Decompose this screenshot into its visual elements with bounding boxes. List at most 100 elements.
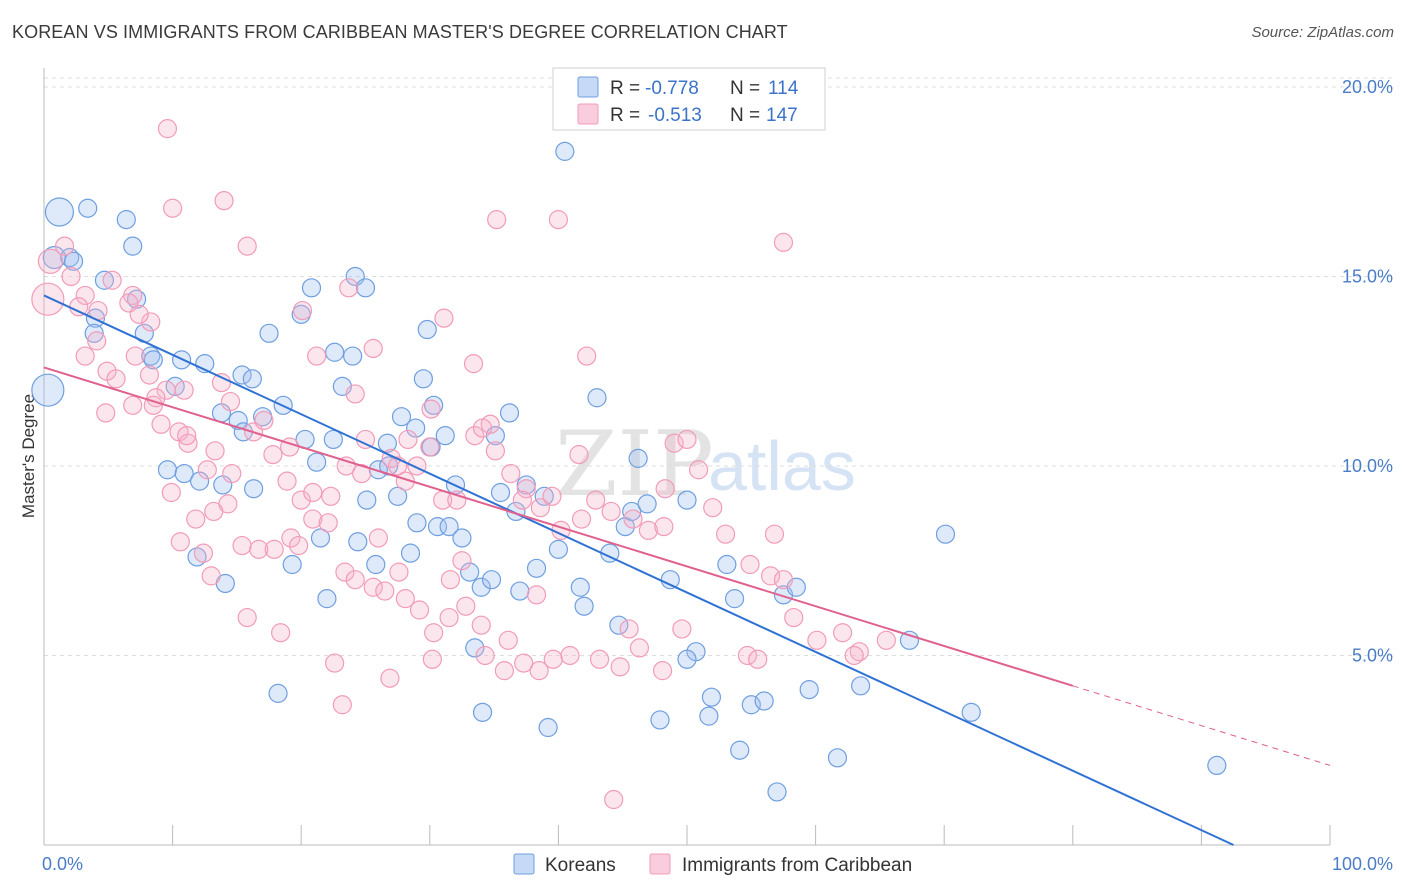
point-0-42	[310, 528, 331, 548]
point-1-48	[465, 426, 485, 446]
point-0-97	[555, 141, 575, 161]
point-0-48	[413, 369, 433, 389]
point-1-139	[610, 657, 630, 677]
point-0-19	[242, 369, 262, 389]
point-1-110	[389, 562, 409, 582]
legend-n-label-1: N =	[730, 105, 760, 126]
point-1-137	[452, 551, 472, 571]
point-0-79	[650, 710, 670, 730]
point-0-54	[427, 517, 448, 537]
point-1-61	[654, 517, 674, 537]
chart-source: Source: ZipAtlas.com	[1251, 24, 1394, 41]
point-1-60	[638, 520, 659, 541]
point-1-52	[516, 479, 536, 499]
point-0-101	[526, 558, 547, 578]
point-1-150	[629, 638, 650, 658]
point-1-115	[471, 615, 491, 635]
point-0-18	[232, 365, 252, 385]
point-1-141	[472, 418, 493, 438]
point-0-32	[343, 346, 363, 366]
point-1-71	[807, 630, 827, 650]
point-1-121	[589, 649, 610, 669]
point-1-117	[514, 653, 534, 673]
point-1-26	[211, 372, 232, 393]
x-tick-labels: 0.0% 100.0%	[42, 854, 1393, 874]
point-0-83	[724, 589, 745, 609]
point-1-111	[409, 600, 430, 620]
point-1-101	[264, 539, 284, 559]
point-1-10	[102, 270, 122, 290]
point-0-41	[282, 554, 302, 575]
point-1-23	[178, 433, 198, 453]
bottom-legend-caribbean: Immigrants from Caribbean	[682, 855, 912, 876]
point-1-45	[421, 399, 441, 419]
point-1-123	[652, 661, 673, 681]
legend-r-value-0: -0.778	[645, 78, 699, 99]
point-1-95	[161, 482, 181, 503]
legend-n-value-0: 114	[768, 78, 799, 99]
point-1-114	[456, 596, 476, 616]
point-1-39	[363, 338, 383, 359]
point-1-3	[61, 266, 81, 287]
point-0-99	[472, 702, 493, 722]
point-1-4	[75, 285, 95, 306]
point-1-142	[569, 445, 589, 465]
point-1-147	[355, 429, 376, 450]
point-0-60	[481, 570, 502, 590]
point-1-13	[141, 312, 161, 332]
point-0-63	[510, 581, 530, 601]
point-1-35	[321, 486, 341, 506]
y-tick-label-1: 10.0%	[1342, 456, 1393, 476]
point-1-25	[220, 391, 241, 412]
point-1-118	[529, 661, 549, 681]
point-1-103	[289, 535, 309, 556]
point-0-2	[116, 210, 136, 230]
point-1-53	[530, 498, 550, 518]
legend-n-value-1: 147	[766, 105, 798, 126]
point-1-81	[434, 308, 454, 328]
point-1-89	[129, 304, 149, 324]
point-0-35	[323, 429, 343, 450]
point-1-82	[487, 210, 507, 230]
point-1-125	[237, 607, 257, 628]
point-1-86	[463, 354, 484, 374]
point-0-85	[741, 695, 761, 715]
point-0-55	[439, 517, 459, 537]
point-1-75	[214, 191, 234, 211]
point-1-54	[542, 486, 562, 506]
point-0-21	[228, 410, 248, 431]
point-1-1	[37, 248, 64, 274]
legend-n-label-0: N =	[730, 78, 760, 99]
point-1-5	[69, 297, 89, 317]
bottom-legend-koreans: Koreans	[545, 855, 616, 876]
point-1-119	[543, 649, 563, 669]
trend-line-1	[43, 366, 1074, 687]
point-0-66	[570, 577, 590, 597]
bottom-legend-swatch-koreans	[513, 853, 535, 875]
point-0-98	[538, 717, 558, 738]
point-0-58	[452, 528, 472, 548]
point-1-66	[715, 524, 736, 544]
point-1-90	[139, 365, 160, 385]
point-1-79	[292, 300, 313, 321]
point-1-58	[601, 501, 621, 522]
point-0-30	[355, 278, 376, 298]
point-0-36	[157, 460, 178, 480]
point-0-62	[490, 482, 511, 503]
point-0-72	[622, 501, 642, 522]
series-koreans-points	[31, 141, 1227, 802]
point-0-0	[44, 197, 75, 227]
point-1-127	[332, 695, 352, 715]
point-0-75	[660, 570, 680, 590]
point-1-108	[363, 577, 383, 597]
point-1-33	[291, 490, 311, 510]
point-1-69	[773, 570, 794, 590]
point-1-136	[764, 524, 785, 544]
point-0-78	[677, 649, 697, 669]
point-1-29	[254, 410, 274, 431]
point-0-3	[123, 236, 143, 256]
point-1-85	[577, 346, 597, 366]
point-1-96	[170, 532, 190, 552]
point-0-37	[174, 463, 194, 484]
bottom-legend-swatch-caribbean	[649, 853, 671, 875]
